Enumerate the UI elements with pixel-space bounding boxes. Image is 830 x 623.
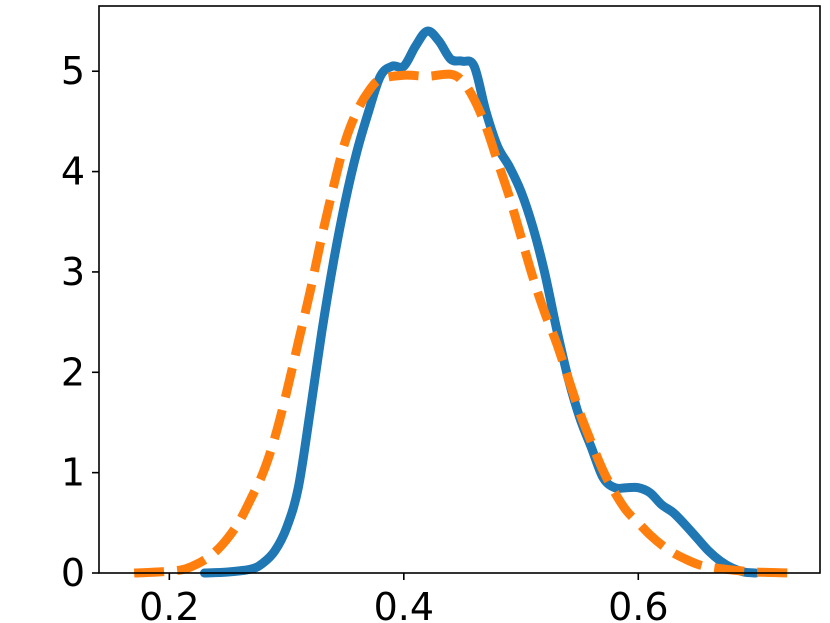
series-line-2 (133, 69, 791, 578)
series-layer (133, 26, 791, 578)
y-tick-label: 2 (61, 350, 85, 394)
x-axis: 0.2 0.4 0.6 (139, 573, 669, 623)
x-tick-label: 0.4 (374, 585, 434, 623)
y-tick-label: 5 (61, 49, 85, 93)
x-tick-label: 0.6 (608, 585, 668, 623)
y-tick-label: 0 (61, 551, 85, 595)
axes-frame (98, 5, 821, 574)
y-tick-label: 4 (61, 150, 85, 194)
y-axis: 0 1 2 3 4 5 (61, 49, 99, 595)
series-line-1 (200, 26, 761, 578)
y-tick-label: 3 (61, 250, 85, 294)
plot-area (133, 26, 791, 578)
y-tick-label: 1 (61, 451, 85, 495)
x-tick-label: 0.2 (139, 585, 199, 623)
